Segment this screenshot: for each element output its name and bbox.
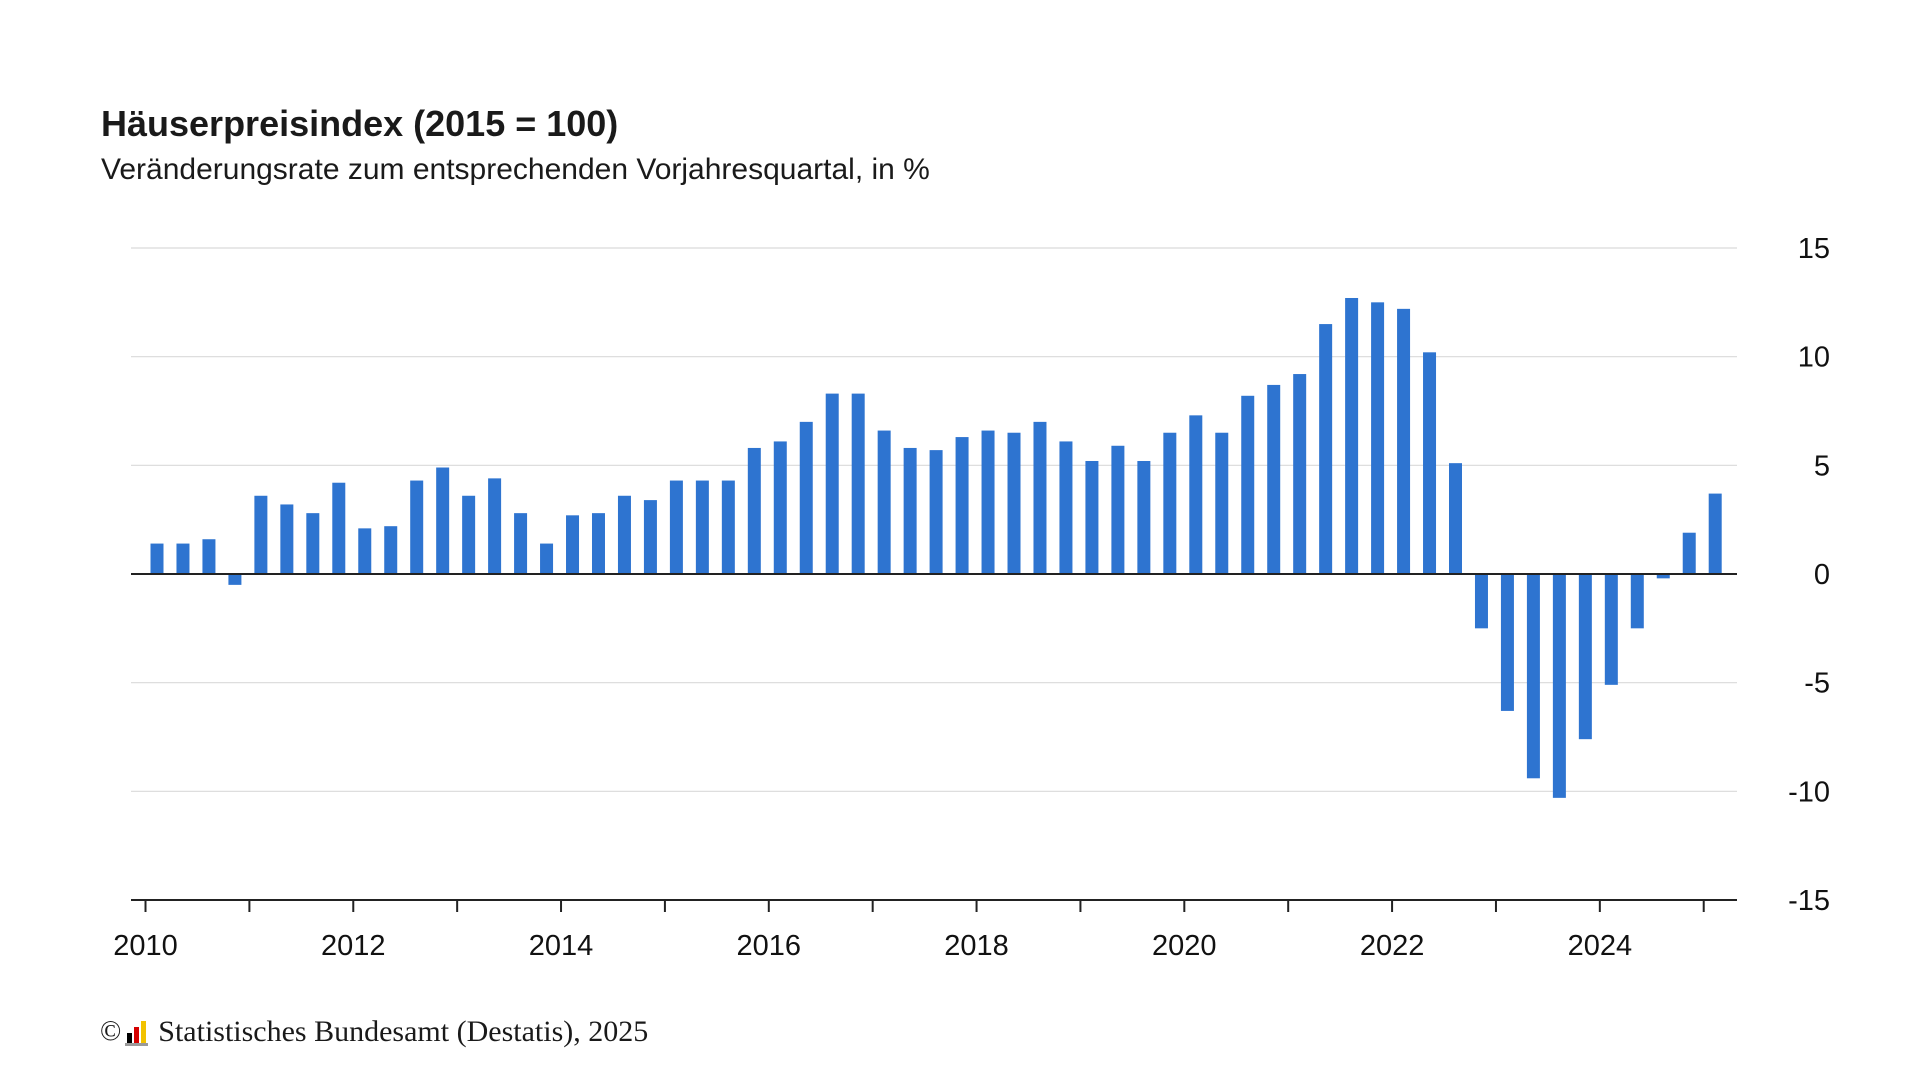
bar [1267, 384, 1281, 574]
bar [228, 574, 242, 585]
bar [1682, 532, 1696, 574]
bar [566, 515, 580, 574]
y-tick-label: 15 [1798, 233, 1830, 265]
bar [1423, 352, 1437, 574]
bar [1111, 445, 1125, 574]
bar [384, 526, 398, 574]
bar [1085, 460, 1099, 574]
bar [436, 467, 450, 574]
bar [280, 504, 294, 574]
bar [695, 480, 709, 574]
chart-title: Häuserpreisindex (2015 = 100) [101, 103, 619, 144]
bar [306, 513, 320, 574]
bar [1241, 395, 1255, 574]
bar [358, 528, 372, 574]
x-tick-label: 2020 [1152, 930, 1217, 962]
x-tick-label: 2022 [1360, 930, 1425, 962]
bar [1500, 574, 1514, 711]
bar [955, 437, 969, 574]
bar [332, 482, 346, 574]
bar [1059, 441, 1073, 574]
bar [1474, 574, 1488, 629]
bar [1604, 574, 1618, 685]
bar [540, 543, 554, 574]
bar [1578, 574, 1592, 740]
x-tick-label: 2016 [737, 930, 802, 962]
bar [1630, 574, 1644, 629]
chart-subtitle: Veränderungsrate zum entsprechenden Vorj… [101, 153, 930, 186]
bar [1552, 574, 1566, 798]
bar [1293, 374, 1307, 574]
bar [1449, 463, 1462, 574]
bar [617, 495, 631, 574]
y-tick-label: -5 [1804, 668, 1830, 700]
bar [1708, 493, 1722, 574]
bar [202, 539, 216, 574]
bar [1397, 308, 1411, 574]
y-tick-label: 5 [1814, 450, 1830, 482]
bar [1163, 432, 1177, 574]
y-tick-label: -10 [1788, 776, 1830, 808]
bar [1345, 297, 1359, 574]
bar [643, 500, 657, 574]
x-tick-label: 2010 [113, 930, 178, 962]
bar [1319, 324, 1333, 574]
bar [1215, 432, 1229, 574]
bar [877, 430, 891, 574]
bar [747, 447, 761, 574]
bar [851, 393, 865, 574]
bar [903, 447, 917, 574]
bar [1189, 415, 1203, 574]
y-tick-label: 10 [1798, 342, 1830, 374]
bar [1007, 432, 1021, 574]
bar [721, 480, 735, 574]
x-tick-label: 2014 [529, 930, 594, 962]
x-tick-label: 2012 [321, 930, 386, 962]
bar [514, 513, 528, 574]
bar [825, 393, 839, 574]
bar [254, 495, 268, 574]
source-footer: © Statistisches Bundesamt (Destatis), 20… [100, 1015, 648, 1049]
bar [488, 478, 502, 574]
bar [773, 441, 787, 574]
bar [1656, 574, 1670, 579]
bar [1371, 302, 1385, 574]
bar [1033, 421, 1047, 574]
x-tick-label: 2018 [944, 930, 1009, 962]
destatis-logo-icon [125, 1019, 149, 1046]
bar [669, 480, 683, 574]
bar [462, 495, 476, 574]
bar [981, 430, 995, 574]
bar [410, 480, 424, 574]
y-tick-label: -15 [1788, 885, 1830, 917]
bar [929, 450, 943, 574]
bar [176, 543, 190, 574]
bar [150, 543, 164, 574]
copyright-symbol: © [100, 1016, 122, 1047]
bar [799, 421, 813, 574]
y-tick-label: 0 [1814, 559, 1830, 591]
source-text: Statistisches Bundesamt (Destatis), 2025 [158, 1015, 649, 1048]
bar [591, 513, 605, 574]
bar [1526, 574, 1540, 779]
x-tick-label: 2024 [1568, 930, 1633, 962]
bar [1137, 460, 1151, 574]
